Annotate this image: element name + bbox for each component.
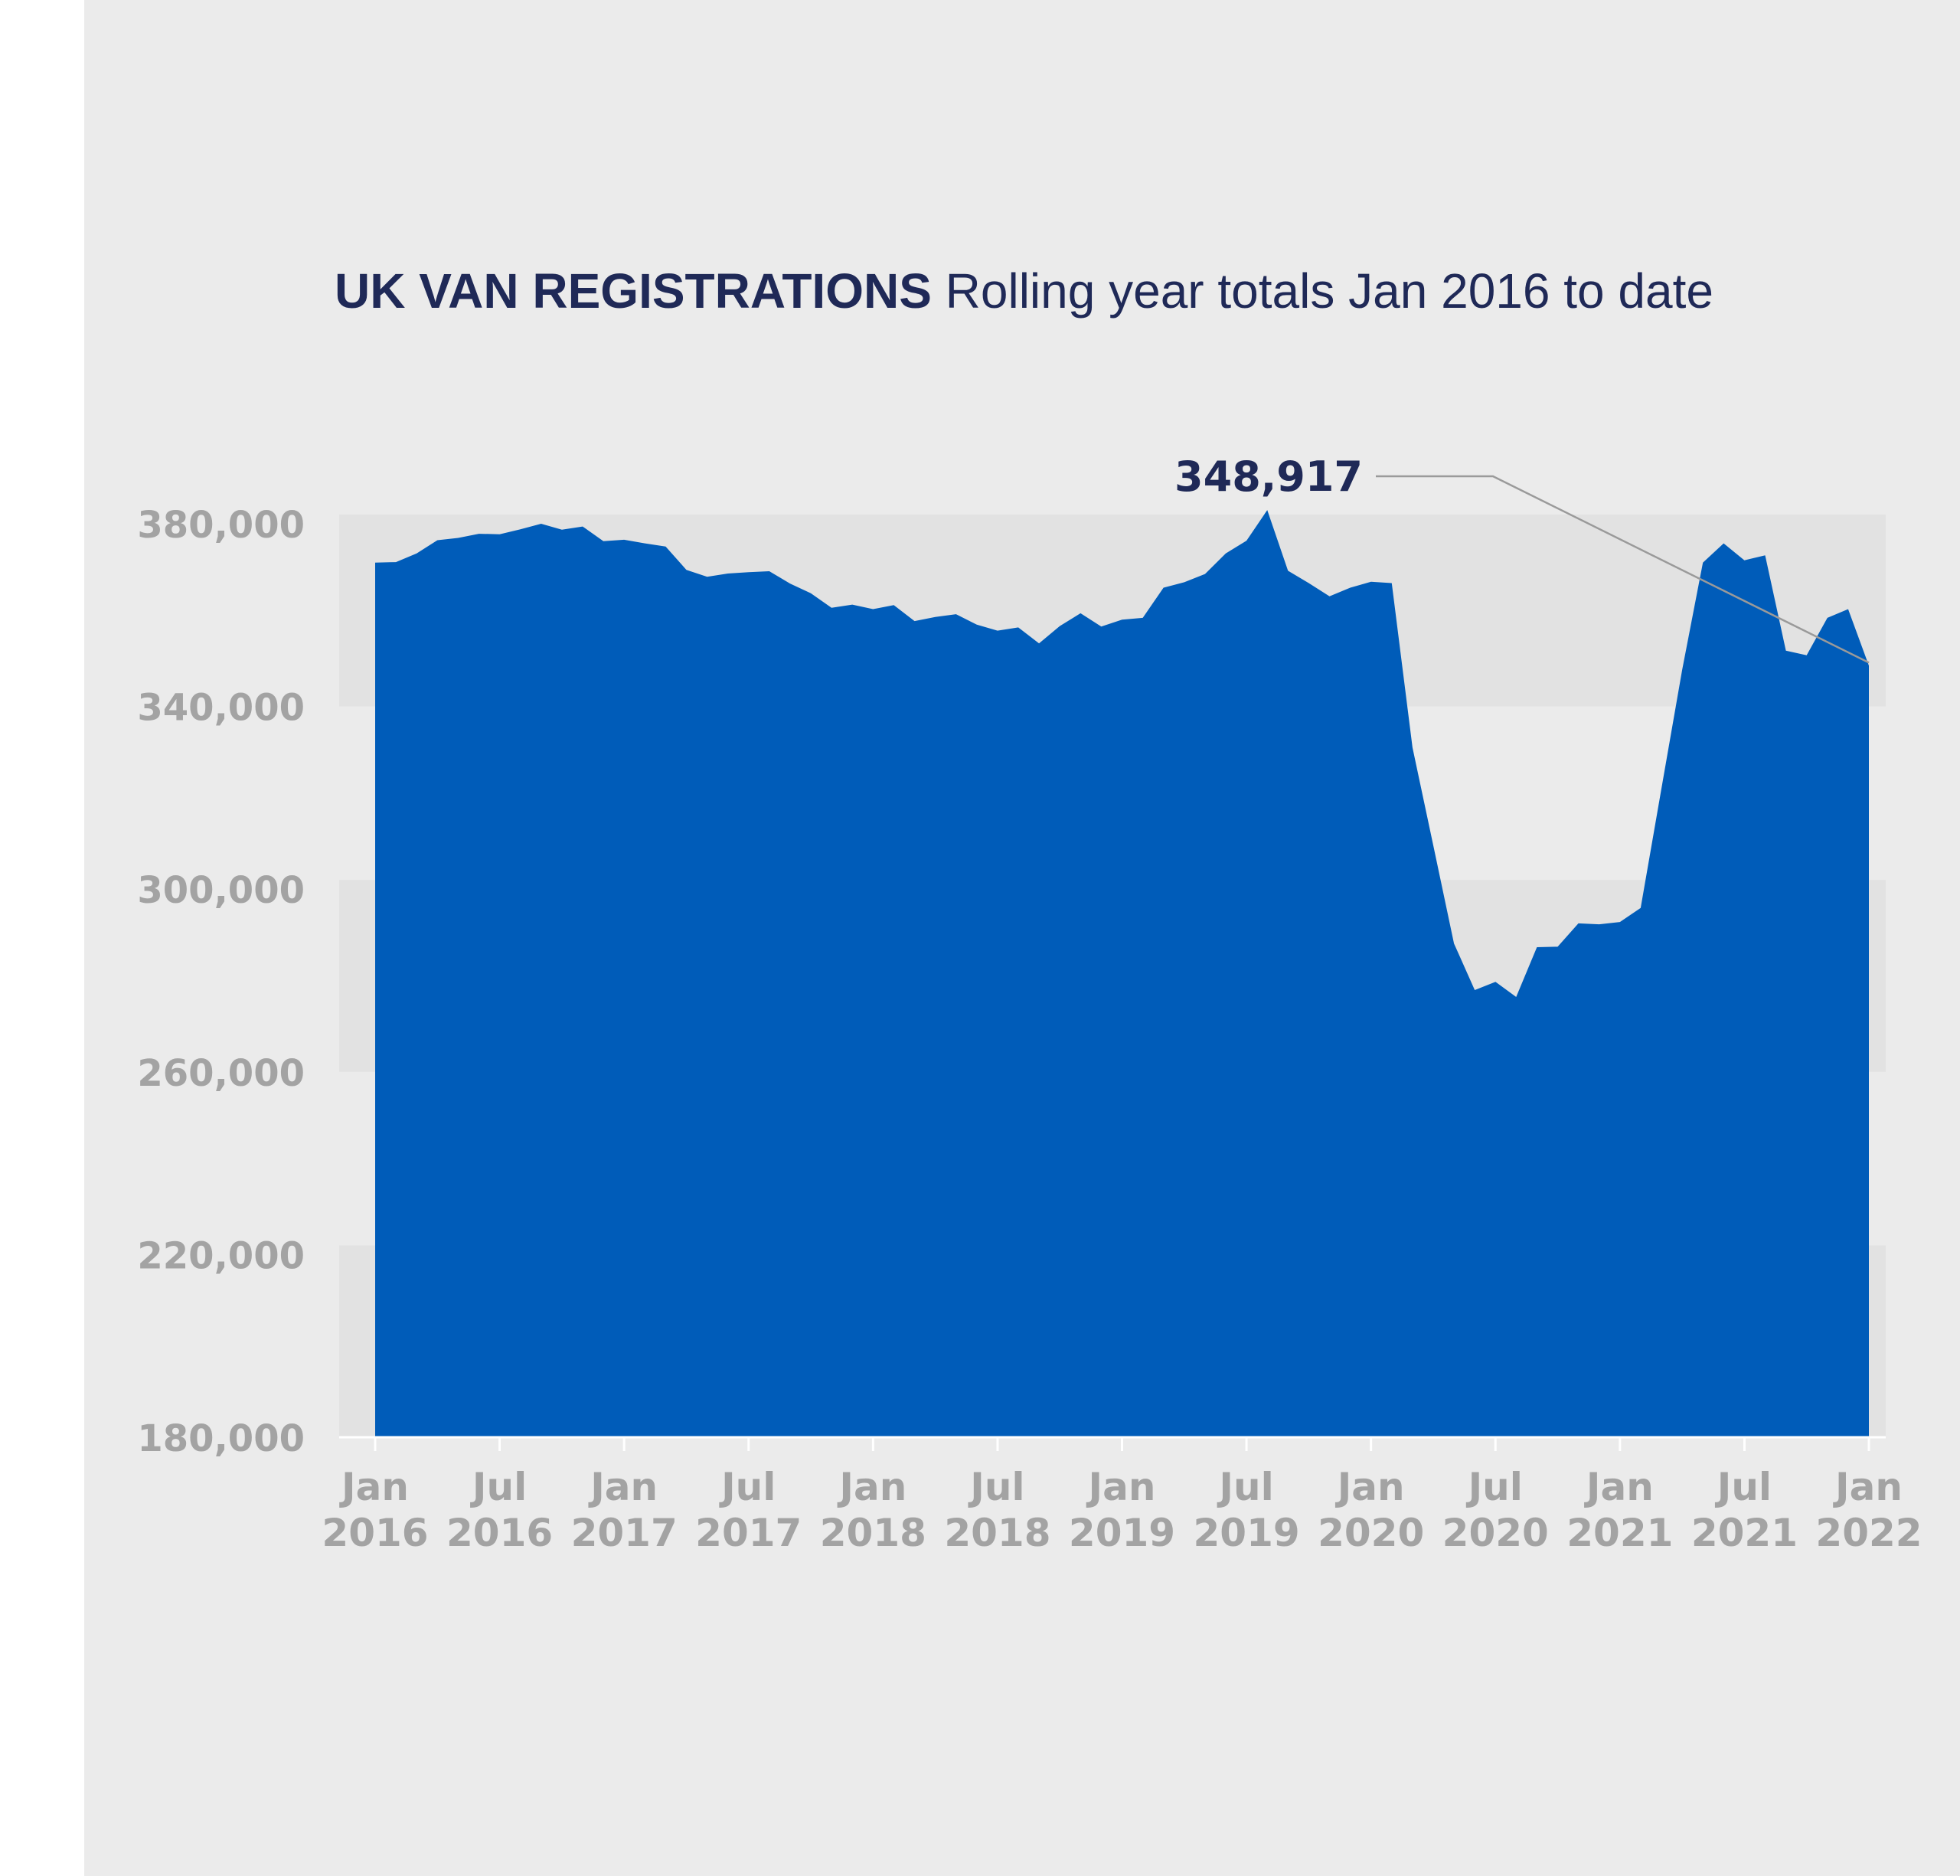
x-tick-label-year: 2018 — [944, 1511, 1050, 1555]
y-tick-label: 340,000 — [137, 687, 305, 730]
x-tick-label-month: Jul — [1217, 1465, 1273, 1509]
x-tick-label-year: 2020 — [1442, 1511, 1549, 1555]
callout: 348,917 — [1174, 453, 1870, 664]
chart-title-light: Rolling year totals Jan 2016 to date — [945, 263, 1713, 319]
x-tick-label-month: Jan — [1833, 1465, 1903, 1509]
x-tick-label-year: 2019 — [1193, 1511, 1299, 1555]
x-tick-label-year: 2019 — [1069, 1511, 1175, 1555]
x-tick-label-month: Jan — [1584, 1465, 1654, 1509]
x-tick-label-month: Jul — [719, 1465, 776, 1509]
x-axis — [339, 1436, 1886, 1451]
x-tick-label-year: 2017 — [695, 1511, 802, 1555]
area-series-layer — [375, 510, 1869, 1437]
y-tick-label: 220,000 — [137, 1234, 305, 1277]
x-tick-label-year: 2017 — [571, 1511, 678, 1555]
callout-value-label: 348,917 — [1174, 453, 1363, 501]
chart-title: UK VAN REGISTRATIONS Rolling year totals… — [335, 260, 1713, 322]
y-tick-label: 380,000 — [137, 504, 305, 547]
y-tick-label: 260,000 — [137, 1052, 305, 1095]
x-tick-label-month: Jan — [1335, 1465, 1405, 1509]
x-tick-label-month: Jan — [339, 1465, 409, 1509]
x-tick-label-year: 2022 — [1815, 1511, 1922, 1555]
x-tick-label-year: 2016 — [446, 1511, 553, 1555]
callout-leader-line — [1376, 475, 1870, 664]
x-tick-label-year: 2018 — [820, 1511, 926, 1555]
x-tick-label-month: Jul — [470, 1465, 527, 1509]
x-tick-label-month: Jan — [837, 1465, 906, 1509]
x-tick-label-month: Jan — [1086, 1465, 1156, 1509]
x-tick-label-month: Jul — [1715, 1465, 1772, 1509]
y-axis-tick-labels: 180,000 220,000 260,000 300,000 340,000 380,0… — [137, 504, 305, 1460]
x-tick-label-year: 2020 — [1318, 1511, 1424, 1555]
x-tick-label-year: 2021 — [1566, 1511, 1673, 1555]
x-tick-label-month: Jul — [968, 1465, 1024, 1509]
y-tick-label: 300,000 — [137, 869, 305, 912]
x-tick-label-year: 2021 — [1691, 1511, 1798, 1555]
x-tick-label-month: Jan — [588, 1465, 658, 1509]
chart-title-bold: UK VAN REGISTRATIONS — [335, 263, 932, 319]
x-tick-label-year: 2016 — [322, 1511, 428, 1555]
y-tick-label: 180,000 — [137, 1417, 305, 1460]
x-axis-tick-labels: Jan2016Jul2016Jan2017Jul2017Jan2018Jul20… — [322, 1465, 1922, 1555]
registrations-area-series — [375, 510, 1869, 1437]
x-tick-label-month: Jul — [1466, 1465, 1523, 1509]
